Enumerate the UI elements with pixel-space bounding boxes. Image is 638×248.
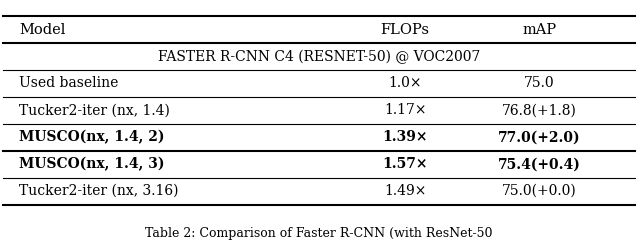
- Text: Model: Model: [19, 23, 66, 37]
- Text: FASTER R-CNN C4 (RESNET-50) @ VOC2007: FASTER R-CNN C4 (RESNET-50) @ VOC2007: [158, 49, 480, 64]
- Text: 1.17×: 1.17×: [384, 103, 426, 117]
- Text: Used baseline: Used baseline: [19, 76, 119, 91]
- Text: 1.49×: 1.49×: [384, 184, 426, 198]
- Text: 76.8(+1.8): 76.8(+1.8): [501, 103, 577, 117]
- Text: 75.0: 75.0: [524, 76, 554, 91]
- Text: 77.0(+2.0): 77.0(+2.0): [498, 130, 581, 144]
- Text: Table 2: Comparison of Faster R-CNN (with ResNet-50: Table 2: Comparison of Faster R-CNN (wit…: [145, 227, 493, 240]
- Text: mAP: mAP: [522, 23, 556, 37]
- Text: FLOPs: FLOPs: [381, 23, 429, 37]
- Text: 75.4(+0.4): 75.4(+0.4): [498, 157, 581, 171]
- Text: Tucker2-iter (nx, 3.16): Tucker2-iter (nx, 3.16): [19, 184, 179, 198]
- Text: MUSCO(nx, 1.4, 3): MUSCO(nx, 1.4, 3): [19, 157, 165, 171]
- Text: MUSCO(nx, 1.4, 2): MUSCO(nx, 1.4, 2): [19, 130, 165, 144]
- Text: Tucker2-iter (nx, 1.4): Tucker2-iter (nx, 1.4): [19, 103, 170, 117]
- Text: 75.0(+0.0): 75.0(+0.0): [501, 184, 577, 198]
- Text: 1.39×: 1.39×: [382, 130, 428, 144]
- Text: 1.57×: 1.57×: [382, 157, 428, 171]
- Text: 1.0×: 1.0×: [389, 76, 422, 91]
